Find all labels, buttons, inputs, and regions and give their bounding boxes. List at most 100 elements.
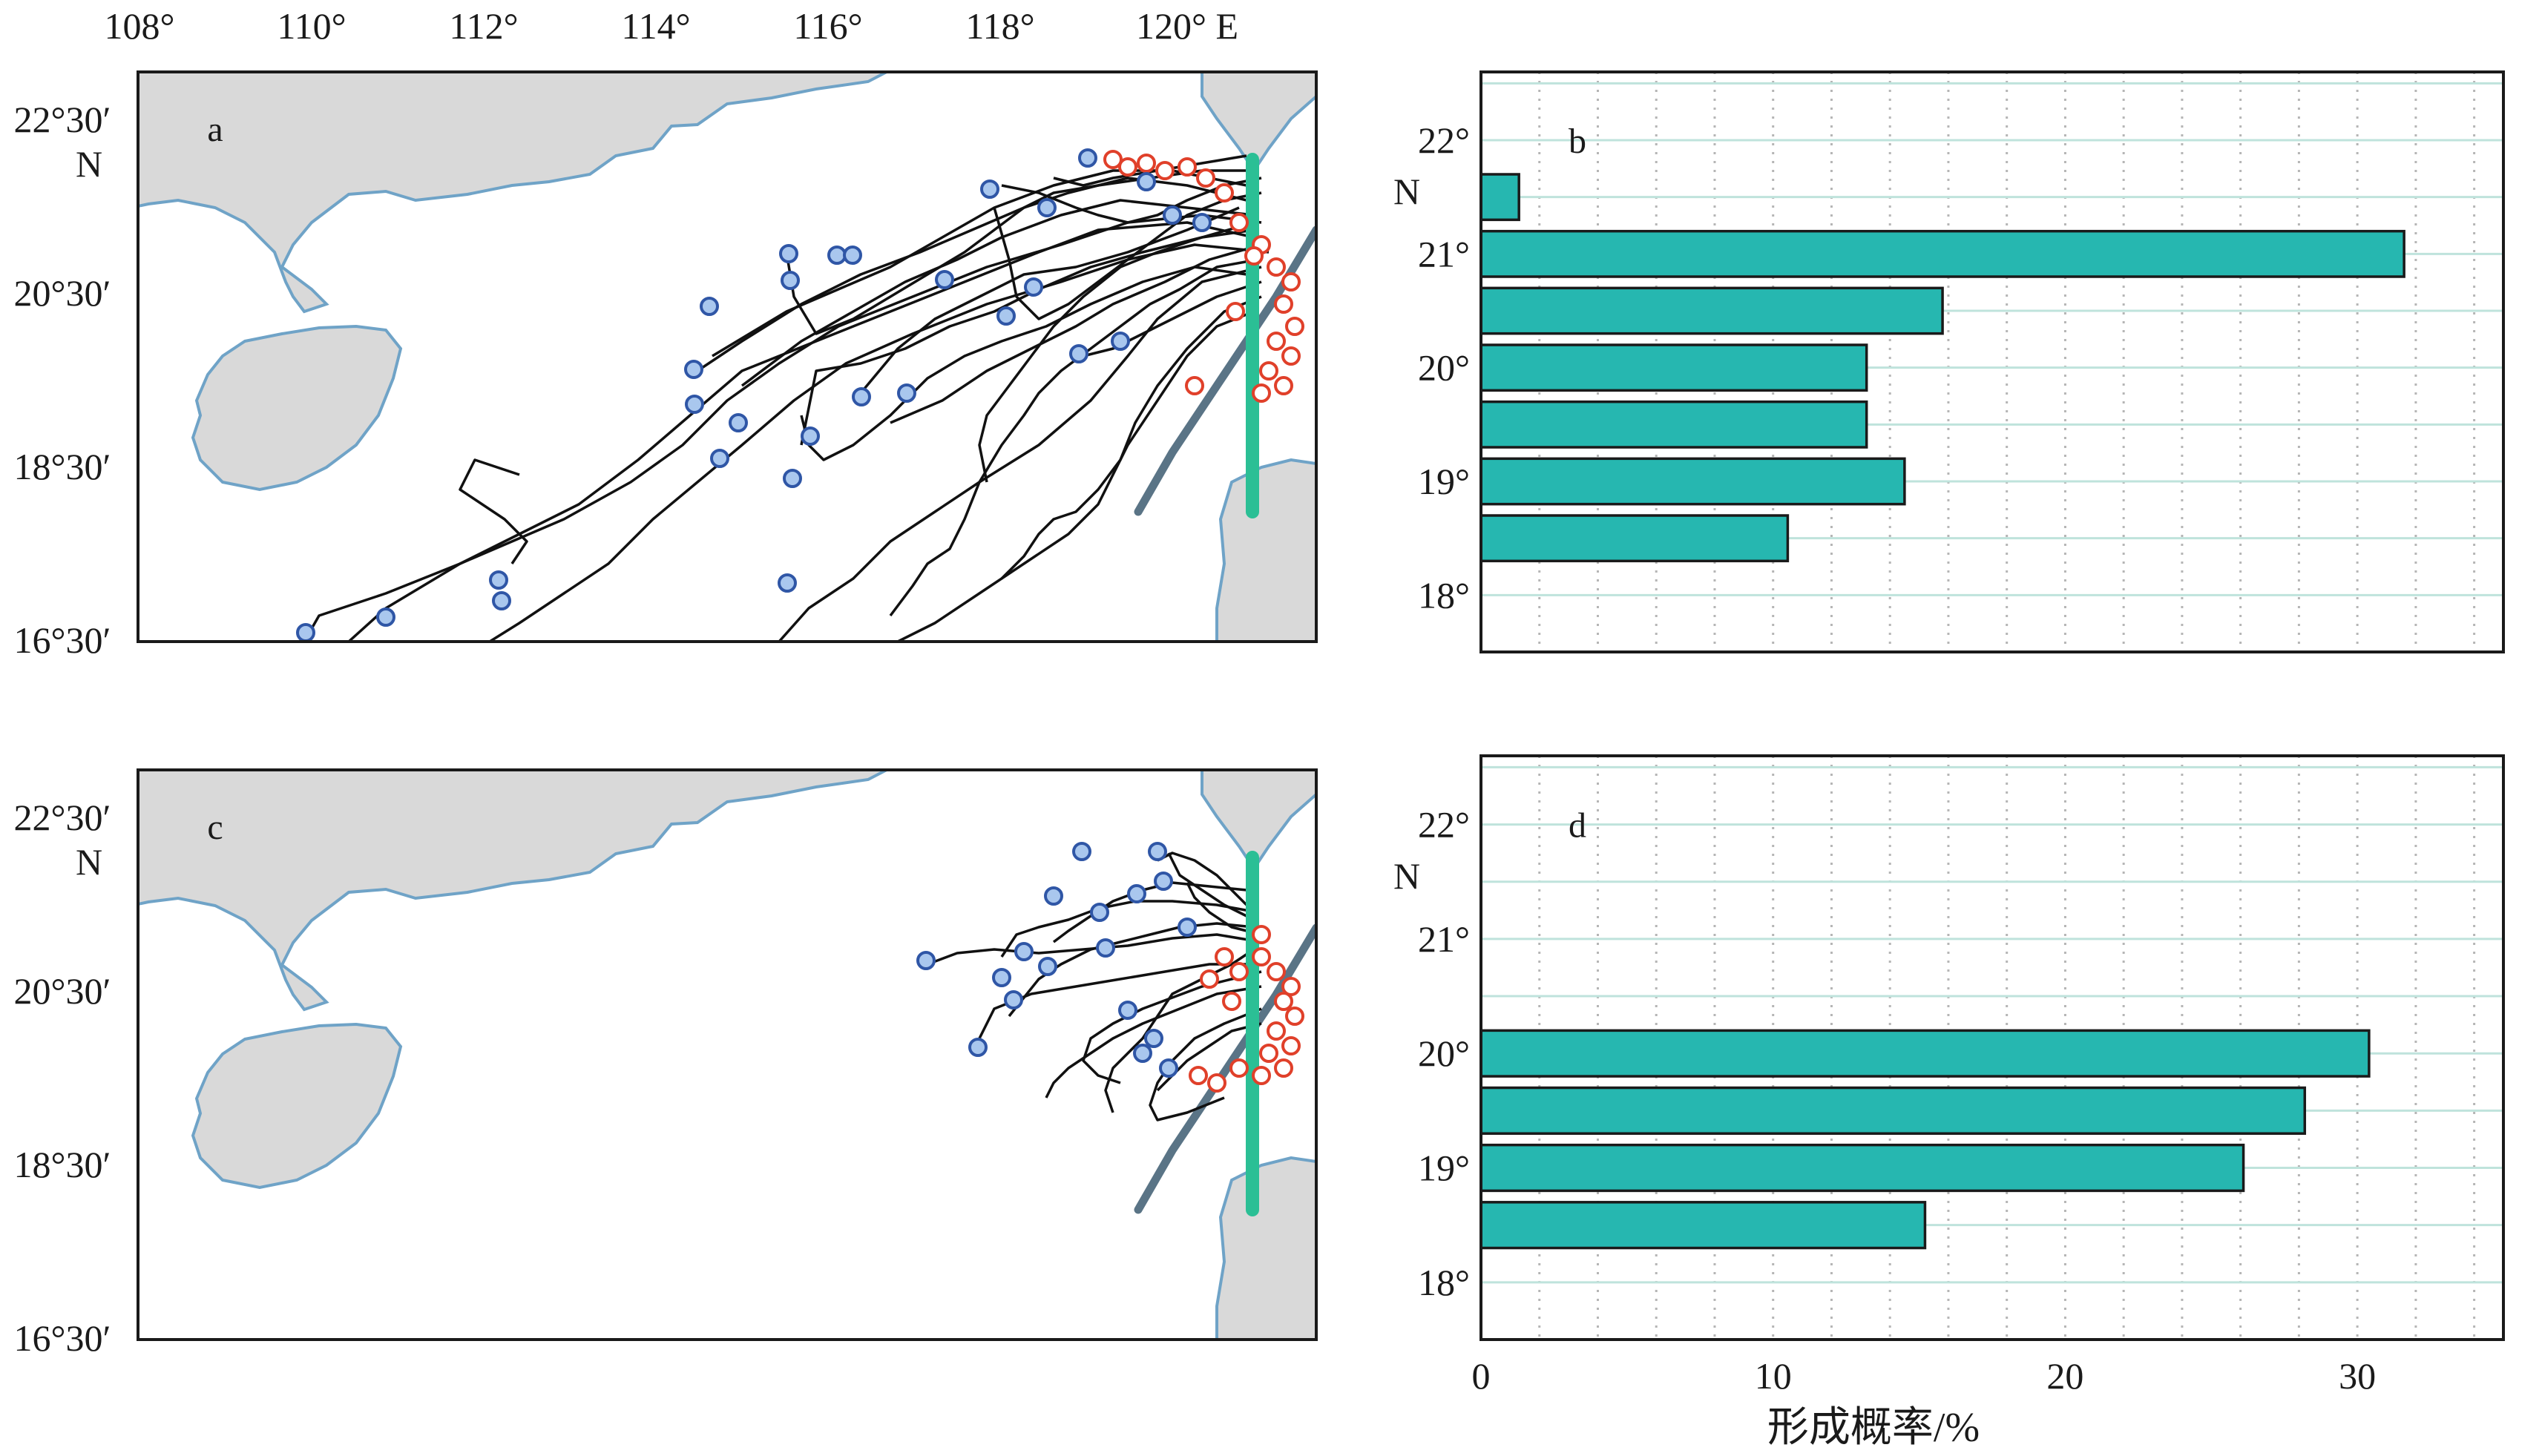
y-tick-label: 19° <box>1418 461 1470 502</box>
panel-a-land <box>138 72 1316 642</box>
start-marker <box>1215 183 1234 202</box>
panel-c-end-markers <box>916 842 1197 1078</box>
plot-frame <box>1479 754 2505 1341</box>
bar <box>1479 514 1790 563</box>
start-marker <box>1281 977 1301 996</box>
start-marker <box>1285 317 1304 336</box>
start-marker <box>1274 1058 1293 1078</box>
start-marker <box>1267 332 1286 351</box>
map-lat-labels: 22°30′ N 20°30′ 18°30′ 16°30′ 22°30′ N 2… <box>14 99 111 1359</box>
end-marker <box>781 271 800 290</box>
track <box>1045 985 1262 1098</box>
end-marker <box>779 244 798 263</box>
track <box>889 258 1258 617</box>
lon-tick-116: 116° <box>793 5 862 47</box>
y-tick-label: 20° <box>1418 1032 1470 1074</box>
end-marker <box>1127 884 1146 903</box>
start-marker <box>1244 246 1264 266</box>
panel-c-label: c <box>207 808 223 847</box>
bar <box>1479 286 1944 335</box>
track <box>459 458 528 564</box>
bar <box>1479 1029 2371 1078</box>
start-marker <box>1267 962 1286 981</box>
panel-a-frame <box>137 70 1318 643</box>
end-marker <box>843 246 862 265</box>
y-tick-label: 22° <box>1418 119 1470 161</box>
bar <box>1479 1086 2307 1135</box>
panel-b-bar-chart: 22° 21° 20° 19° 18° Nb <box>1393 70 2505 653</box>
lat-tick-c-22-30: 22°30′ <box>14 797 111 838</box>
y-hemisphere-label: N <box>1393 855 1420 897</box>
start-marker <box>1215 947 1234 966</box>
panel-a-map: a <box>137 70 1318 643</box>
lon-tick-110: 110° <box>277 5 346 47</box>
end-marker <box>1178 918 1197 937</box>
lon-tick-120: 120° E <box>1136 5 1238 47</box>
end-marker <box>685 395 704 414</box>
end-marker <box>1044 886 1063 906</box>
start-marker <box>1252 383 1271 403</box>
start-marker <box>1229 1058 1249 1078</box>
start-marker <box>1229 213 1249 232</box>
start-marker <box>1222 992 1241 1011</box>
end-marker <box>897 383 916 403</box>
start-marker <box>1252 947 1271 966</box>
end-marker <box>1133 1044 1152 1063</box>
end-marker <box>916 951 936 970</box>
y-tick-label: 19° <box>1418 1147 1470 1189</box>
track <box>1167 852 1255 921</box>
y-tick-label: 22° <box>1418 804 1470 846</box>
start-marker <box>1259 1044 1278 1063</box>
track <box>1104 948 1255 1113</box>
start-marker <box>1118 157 1137 177</box>
lat-tick-c-16-30: 16°30′ <box>14 1317 111 1359</box>
end-marker <box>1037 198 1057 217</box>
end-marker <box>968 1038 988 1057</box>
panel-a-start-markers <box>1103 150 1304 403</box>
start-marker <box>1185 376 1204 395</box>
start-marker <box>1281 1036 1301 1055</box>
taiwan-north <box>1201 72 1316 174</box>
end-marker <box>1024 277 1043 297</box>
lat-tick-c-18-30: 18°30′ <box>14 1144 111 1185</box>
track <box>993 191 1262 320</box>
end-marker <box>1192 213 1212 232</box>
bar <box>1479 343 1868 392</box>
start-marker <box>1274 294 1293 314</box>
y-hemisphere-label: N <box>1393 171 1420 212</box>
start-marker <box>1281 272 1301 291</box>
end-marker <box>992 968 1011 987</box>
panel-a-label: a <box>207 110 223 149</box>
track <box>347 214 1262 642</box>
lat-tick-a-16-30: 16°30′ <box>14 619 111 661</box>
track <box>740 199 1255 387</box>
end-marker <box>778 573 797 593</box>
bar <box>1479 229 2405 278</box>
track <box>1157 851 1248 906</box>
start-marker <box>1178 157 1197 177</box>
panel-a-tracks <box>303 154 1270 642</box>
end-marker <box>684 360 703 379</box>
lon-tick-118: 118° <box>965 5 1034 47</box>
start-marker <box>1267 1021 1286 1041</box>
track <box>1156 1022 1262 1092</box>
track <box>778 266 1262 642</box>
mainland-coast <box>138 770 887 1012</box>
luzon-north <box>1215 458 1316 642</box>
hainan-island <box>191 324 403 492</box>
end-marker <box>935 270 954 289</box>
end-marker <box>710 449 729 468</box>
lat-hemisphere-a: N <box>76 143 102 185</box>
start-marker <box>1252 925 1271 944</box>
y-tick-label: 18° <box>1418 574 1470 616</box>
track <box>978 963 1254 1039</box>
end-marker <box>783 469 802 488</box>
panel-d-bar-chart: 22° 21° 20° 19° 18° N 0 10 20 30 d <box>1393 754 2505 1397</box>
y-tick-label: 21° <box>1418 233 1470 274</box>
track <box>1000 295 1262 580</box>
panel-label: d <box>1569 806 1586 846</box>
end-marker <box>1148 842 1167 861</box>
track <box>978 221 1255 483</box>
start-marker <box>1274 376 1293 395</box>
